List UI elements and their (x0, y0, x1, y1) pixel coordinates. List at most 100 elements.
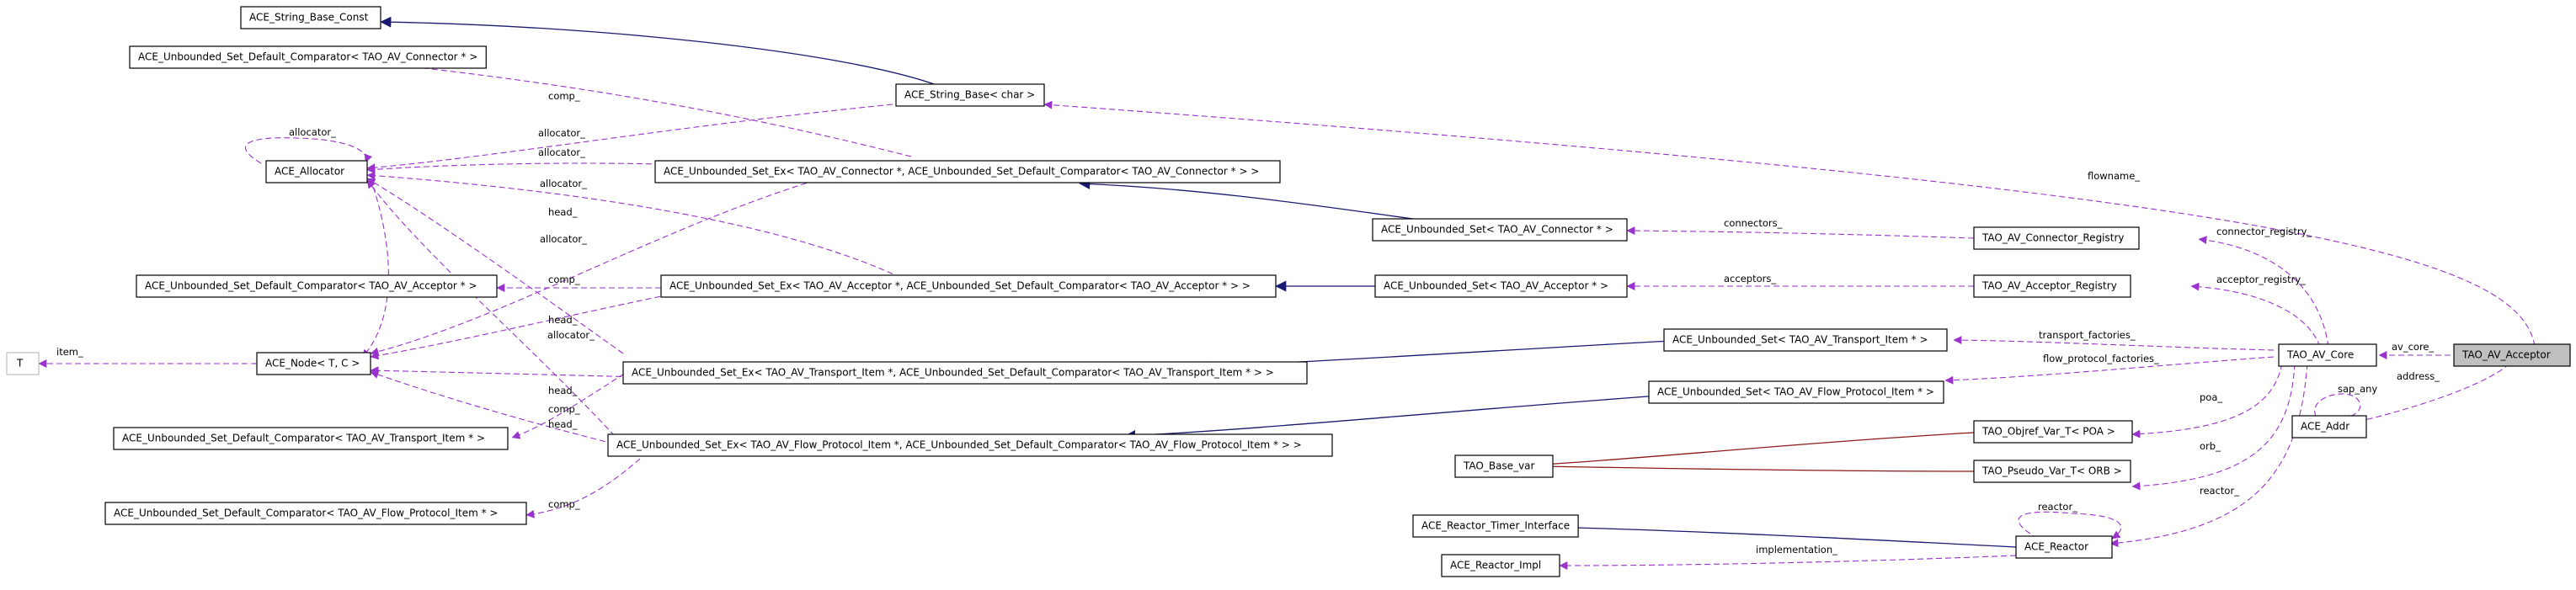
label-sap-any: sap_any (2338, 383, 2377, 395)
label-reactor: reactor_ (2200, 485, 2239, 497)
node-usex-acceptor[interactable]: ACE_Unbounded_Set_Ex< TAO_AV_Acceptor *,… (660, 274, 1277, 298)
edge-reactor (2109, 363, 2308, 548)
node-us-flow[interactable]: ACE_Unbounded_Set< TAO_AV_Flow_Protocol_… (1648, 380, 1944, 404)
edge-head-acceptor (370, 294, 670, 360)
node-usdc-acceptor[interactable]: ACE_Unbounded_Set_Default_Comparator< TA… (136, 274, 498, 298)
label-poa: poa_ (2200, 391, 2222, 403)
label-item: item_ (56, 346, 83, 358)
svg-text:ACE_Unbounded_Set< TAO_AV_Flow: ACE_Unbounded_Set< TAO_AV_Flow_Protocol_… (1657, 386, 1934, 398)
node-t[interactable]: T (6, 352, 40, 375)
edge-inherit-us-connector (1079, 178, 1445, 224)
edge-inherit-reactor (1544, 521, 2017, 548)
svg-text:TAO_AV_Acceptor_Registry: TAO_AV_Acceptor_Registry (1981, 280, 2117, 292)
node-tao-av-core[interactable]: TAO_AV_Core (2278, 343, 2377, 367)
node-ace-node[interactable]: ACE_Node< T, C > (256, 352, 371, 375)
svg-text:ACE_Unbounded_Set_Ex< TAO_AV_F: ACE_Unbounded_Set_Ex< TAO_AV_Flow_Protoc… (616, 439, 1302, 451)
node-connector-registry[interactable]: TAO_AV_Connector_Registry (1973, 226, 2140, 250)
edge-orb (2131, 363, 2296, 491)
svg-text:TAO_AV_Acceptor: TAO_AV_Acceptor (2461, 349, 2551, 361)
label-allocator-usex-connector: allocator_ (538, 146, 585, 158)
label-address: address_ (2397, 370, 2440, 382)
svg-text:ACE_Reactor: ACE_Reactor (2024, 541, 2088, 553)
label-comp-acceptor: comp_ (548, 274, 580, 285)
label-allocator-usex-acceptor: allocator_ (540, 178, 587, 189)
edge-allocator-usex-transport (366, 178, 624, 354)
label-implementation: implementation_ (1756, 544, 1837, 555)
edge-template-pseudo (1541, 460, 1975, 472)
svg-text:ACE_Unbounded_Set< TAO_AV_Conn: ACE_Unbounded_Set< TAO_AV_Connector * > (1381, 224, 1613, 236)
edge-flowname (1043, 100, 2536, 347)
node-us-transport[interactable]: ACE_Unbounded_Set< TAO_AV_Transport_Item… (1663, 328, 1948, 352)
label-flow-protocol-factories: flow_protocol_factories_ (2043, 353, 2159, 364)
node-usex-connector[interactable]: ACE_Unbounded_Set_Ex< TAO_AV_Connector *… (654, 160, 1281, 183)
edge-sap-any (2314, 393, 2361, 423)
node-us-connector[interactable]: ACE_Unbounded_Set< TAO_AV_Connector * > (1372, 218, 1628, 242)
edge-head-transport (370, 366, 641, 378)
edge-inherit-string-base (380, 16, 940, 87)
label-flowname: flowname_ (2088, 170, 2140, 182)
svg-text:ACE_String_Base_Const: ACE_String_Base_Const (249, 12, 369, 24)
svg-text:ACE_Unbounded_Set_Default_Comp: ACE_Unbounded_Set_Default_Comparator< TA… (145, 280, 477, 292)
node-reactor-impl[interactable]: ACE_Reactor_Impl (1441, 554, 1560, 577)
node-tao-base-var[interactable]: TAO_Base_var (1454, 454, 1554, 478)
edge-acceptor-registry (2190, 282, 2321, 348)
label-connector-registry: connector_registry_ (2216, 226, 2312, 237)
svg-text:TAO_Base_var: TAO_Base_var (1463, 460, 1535, 472)
edge-head-connector (370, 172, 843, 356)
edge-connector-registry (2198, 236, 2329, 348)
node-usdc-transport[interactable]: ACE_Unbounded_Set_Default_Comparator< TA… (113, 427, 509, 450)
label-av-core: av_core_ (2392, 341, 2435, 353)
node-ace-string-base[interactable]: ACE_String_Base< char > (895, 83, 1045, 107)
edges-layer (38, 16, 2536, 570)
label-transport-factories: transport_factories_ (2039, 329, 2136, 341)
node-us-acceptor[interactable]: ACE_Unbounded_Set< TAO_AV_Acceptor * > (1374, 274, 1628, 298)
svg-text:ACE_String_Base< char >: ACE_String_Base< char > (904, 89, 1035, 101)
label-acceptors: acceptors_ (1724, 273, 1776, 284)
edge-poa (2131, 363, 2283, 439)
node-ace-reactor[interactable]: ACE_Reactor (2015, 535, 2113, 559)
svg-text:ACE_Unbounded_Set_Default_Comp: ACE_Unbounded_Set_Default_Comparator< TA… (138, 51, 477, 63)
svg-text:ACE_Unbounded_Set_Default_Comp: ACE_Unbounded_Set_Default_Comparator< TA… (122, 433, 485, 444)
edge-address (2353, 363, 2510, 425)
label-connectors: connectors_ (1724, 217, 1783, 229)
svg-text:ACE_Node< T, C >: ACE_Node< T, C > (265, 358, 360, 369)
node-ace-addr[interactable]: ACE_Addr (2291, 415, 2367, 439)
edge-reactor-self (2018, 511, 2122, 540)
node-reactor-timer-interface[interactable]: ACE_Reactor_Timer_Interface (1412, 514, 1579, 538)
node-usdc-connector[interactable]: ACE_Unbounded_Set_Default_Comparator< TA… (129, 45, 487, 69)
label-comp-connector: comp_ (548, 90, 580, 102)
label-head-transport: head_ (548, 385, 578, 396)
node-objref-poa[interactable]: TAO_Objref_Var_T< POA > (1973, 420, 2133, 444)
label-head-acceptor: head_ (548, 314, 578, 326)
label-head-connector: head_ (548, 206, 578, 218)
svg-text:ACE_Unbounded_Set< TAO_AV_Tran: ACE_Unbounded_Set< TAO_AV_Transport_Item… (1672, 334, 1928, 346)
svg-text:ACE_Unbounded_Set_Default_Comp: ACE_Unbounded_Set_Default_Comparator< TA… (114, 508, 498, 519)
label-comp-transport: comp_ (548, 403, 580, 415)
label-head-flow: head_ (548, 418, 578, 430)
edge-allocator-usex-flow (366, 179, 616, 437)
node-ace-allocator[interactable]: ACE_Allocator (265, 160, 368, 183)
edge-connectors (1626, 226, 1975, 239)
label-allocator-string: allocator_ (538, 127, 585, 139)
svg-text:ACE_Reactor_Impl: ACE_Reactor_Impl (1450, 560, 1541, 571)
label-acceptor-registry: acceptor_registry_ (2216, 274, 2306, 285)
edge-comp-transport (511, 363, 641, 439)
node-acceptor-registry[interactable]: TAO_AV_Acceptor_Registry (1973, 274, 2131, 298)
node-usdc-flow[interactable]: ACE_Unbounded_Set_Default_Comparator< TA… (104, 502, 527, 525)
svg-text:ACE_Reactor_Timer_Interface: ACE_Reactor_Timer_Interface (1421, 520, 1570, 532)
svg-text:TAO_Pseudo_Var_T< ORB >: TAO_Pseudo_Var_T< ORB > (1981, 465, 2122, 477)
node-ace-string-base-const[interactable]: ACE_String_Base_Const (240, 6, 381, 29)
svg-text:ACE_Unbounded_Set_Ex< TAO_AV_A: ACE_Unbounded_Set_Ex< TAO_AV_Acceptor *,… (669, 280, 1251, 292)
edge-labels-layer: allocator_ allocator_ allocator_ allocat… (56, 90, 2440, 555)
edge-allocator-usex-connector (366, 162, 662, 174)
svg-text:TAO_Objref_Var_T< POA >: TAO_Objref_Var_T< POA > (1981, 426, 2115, 438)
edge-transport-factories (1953, 336, 2275, 351)
node-usex-flow[interactable]: ACE_Unbounded_Set_Ex< TAO_AV_Flow_Protoc… (607, 433, 1333, 457)
node-usex-transport[interactable]: ACE_Unbounded_Set_Ex< TAO_AV_Transport_I… (622, 361, 1308, 385)
node-pseudo-orb[interactable]: TAO_Pseudo_Var_T< ORB > (1973, 460, 2131, 483)
node-tao-av-acceptor[interactable]: TAO_AV_Acceptor (2453, 343, 2571, 367)
label-allocator-self: allocator_ (289, 126, 336, 138)
edge-comp-connector (353, 57, 912, 157)
label-reactor-self: reactor_ (2038, 501, 2077, 513)
